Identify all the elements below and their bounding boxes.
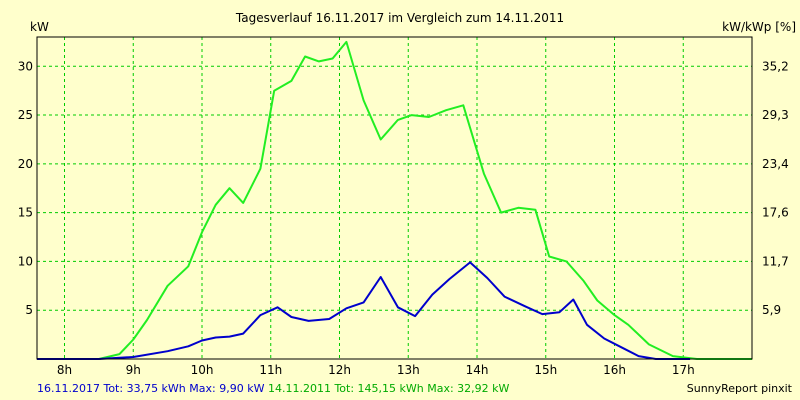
y-tick-label-left: 5 <box>25 303 33 317</box>
x-tick-label: 16h <box>603 363 626 377</box>
series-line-16-11-2017 <box>37 261 691 360</box>
y-tick-label-right: 35,2 <box>762 59 789 73</box>
legend-item-2017: 16.11.2017 Tot: 33,75 kWh Max: 9,90 kW <box>37 382 265 395</box>
y-tick-label-right: 5,9 <box>762 303 781 317</box>
x-tick-label: 14h <box>466 363 489 377</box>
axis-ticks: 8h 9h 10h 11h 12h 13h 14h 15h 16h 17h 5 5,9 10 11,7 15… <box>18 59 789 377</box>
x-tick-label: 17h <box>672 363 695 377</box>
x-tick-label: 15h <box>534 363 557 377</box>
y-tick-label-left: 15 <box>18 206 33 220</box>
credit-text: SunnyReport pinxit <box>686 382 792 395</box>
plot-frame <box>36 36 753 360</box>
y-axis-right-label: kW/kWp [%] <box>722 20 796 34</box>
legend-item-2011: 14.11.2011 Tot: 145,15 kWh Max: 32,92 kW <box>267 382 510 395</box>
y-tick-label-left: 25 <box>18 108 33 122</box>
x-tick-label: 12h <box>328 363 351 377</box>
legend-footer: 16.11.2017 Tot: 33,75 kWh Max: 9,90 kW 1… <box>37 382 509 395</box>
y-tick-label-right: 29,3 <box>762 108 789 122</box>
y-tick-label-right: 11,7 <box>762 254 789 268</box>
y-tick-label-right: 23,4 <box>762 157 789 171</box>
series-line-14-11-2011 <box>64 40 752 360</box>
x-tick-label: 13h <box>397 363 420 377</box>
y-tick-label-left: 20 <box>18 157 33 171</box>
y-tick-label-left: 30 <box>18 59 33 73</box>
chart-title: Tagesverlauf 16.11.2017 im Vergleich zum… <box>235 11 564 25</box>
series-lines <box>37 40 752 360</box>
y-axis-left-label: kW <box>30 20 49 34</box>
x-tick-label: 8h <box>57 363 72 377</box>
y-tick-label-left: 10 <box>18 254 33 268</box>
grid <box>37 37 752 359</box>
x-tick-label: 11h <box>259 363 282 377</box>
y-tick-label-right: 17,6 <box>762 206 789 220</box>
x-tick-label: 9h <box>126 363 141 377</box>
x-tick-label: 10h <box>191 363 214 377</box>
